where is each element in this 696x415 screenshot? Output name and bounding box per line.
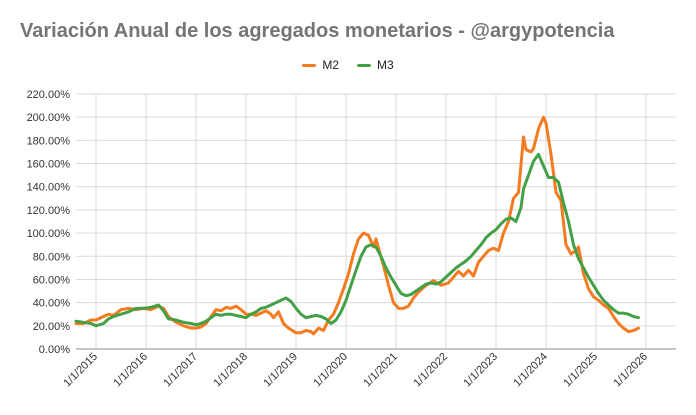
y-tick-label: 120.00% xyxy=(27,205,71,217)
series-line-m3 xyxy=(74,152,640,328)
x-tick-label: 1/1/2022 xyxy=(411,351,450,390)
x-tick-label: 1/1/2019 xyxy=(261,351,300,390)
y-tick-label: 60.00% xyxy=(33,274,71,286)
x-tick-label: 1/1/2023 xyxy=(461,351,500,390)
x-tick-label: 1/1/2015 xyxy=(61,351,100,390)
axes: 0.00% 20.00% 40.00% 60.00% 80.00% 100.00% 120.… xyxy=(27,89,651,389)
y-tick-label: 100.00% xyxy=(27,228,71,240)
x-tick-label: 1/1/2025 xyxy=(561,351,600,390)
legend-item-m2[interactable]: M2 xyxy=(302,58,339,72)
y-tick-label: 40.00% xyxy=(33,298,71,310)
x-tick-label: 1/1/2016 xyxy=(111,351,150,390)
x-tick-label: 1/1/2026 xyxy=(611,351,650,390)
y-tick-label: 200.00% xyxy=(27,112,71,124)
y-tick-label: 80.00% xyxy=(33,251,71,263)
y-tick-label: 220.00% xyxy=(27,89,71,101)
y-tick-label: 20.00% xyxy=(33,321,71,333)
y-tick-label: 140.00% xyxy=(27,182,71,194)
y-tick-label: 160.00% xyxy=(27,159,71,171)
y-tick-label: 0.00% xyxy=(39,344,70,356)
legend-label-m3: M3 xyxy=(377,58,394,72)
x-tick-label: 1/1/2024 xyxy=(511,351,550,390)
legend-label-m2: M2 xyxy=(322,58,339,72)
x-tick-label: 1/1/2021 xyxy=(361,351,400,390)
legend-swatch-m2 xyxy=(302,63,317,67)
series-lines xyxy=(74,115,640,336)
x-tick-label: 1/1/2018 xyxy=(211,351,250,390)
legend-swatch-m3 xyxy=(357,63,371,67)
legend-item-m3[interactable]: M3 xyxy=(357,58,394,72)
y-tick-label: 180.00% xyxy=(27,135,71,147)
legend: M2 M3 xyxy=(0,58,696,72)
chart-title: Variación Anual de los agregados monetar… xyxy=(20,20,615,42)
x-tick-label: 1/1/2020 xyxy=(311,351,350,390)
x-tick-label: 1/1/2017 xyxy=(161,351,200,390)
series-line-m2 xyxy=(74,115,640,336)
